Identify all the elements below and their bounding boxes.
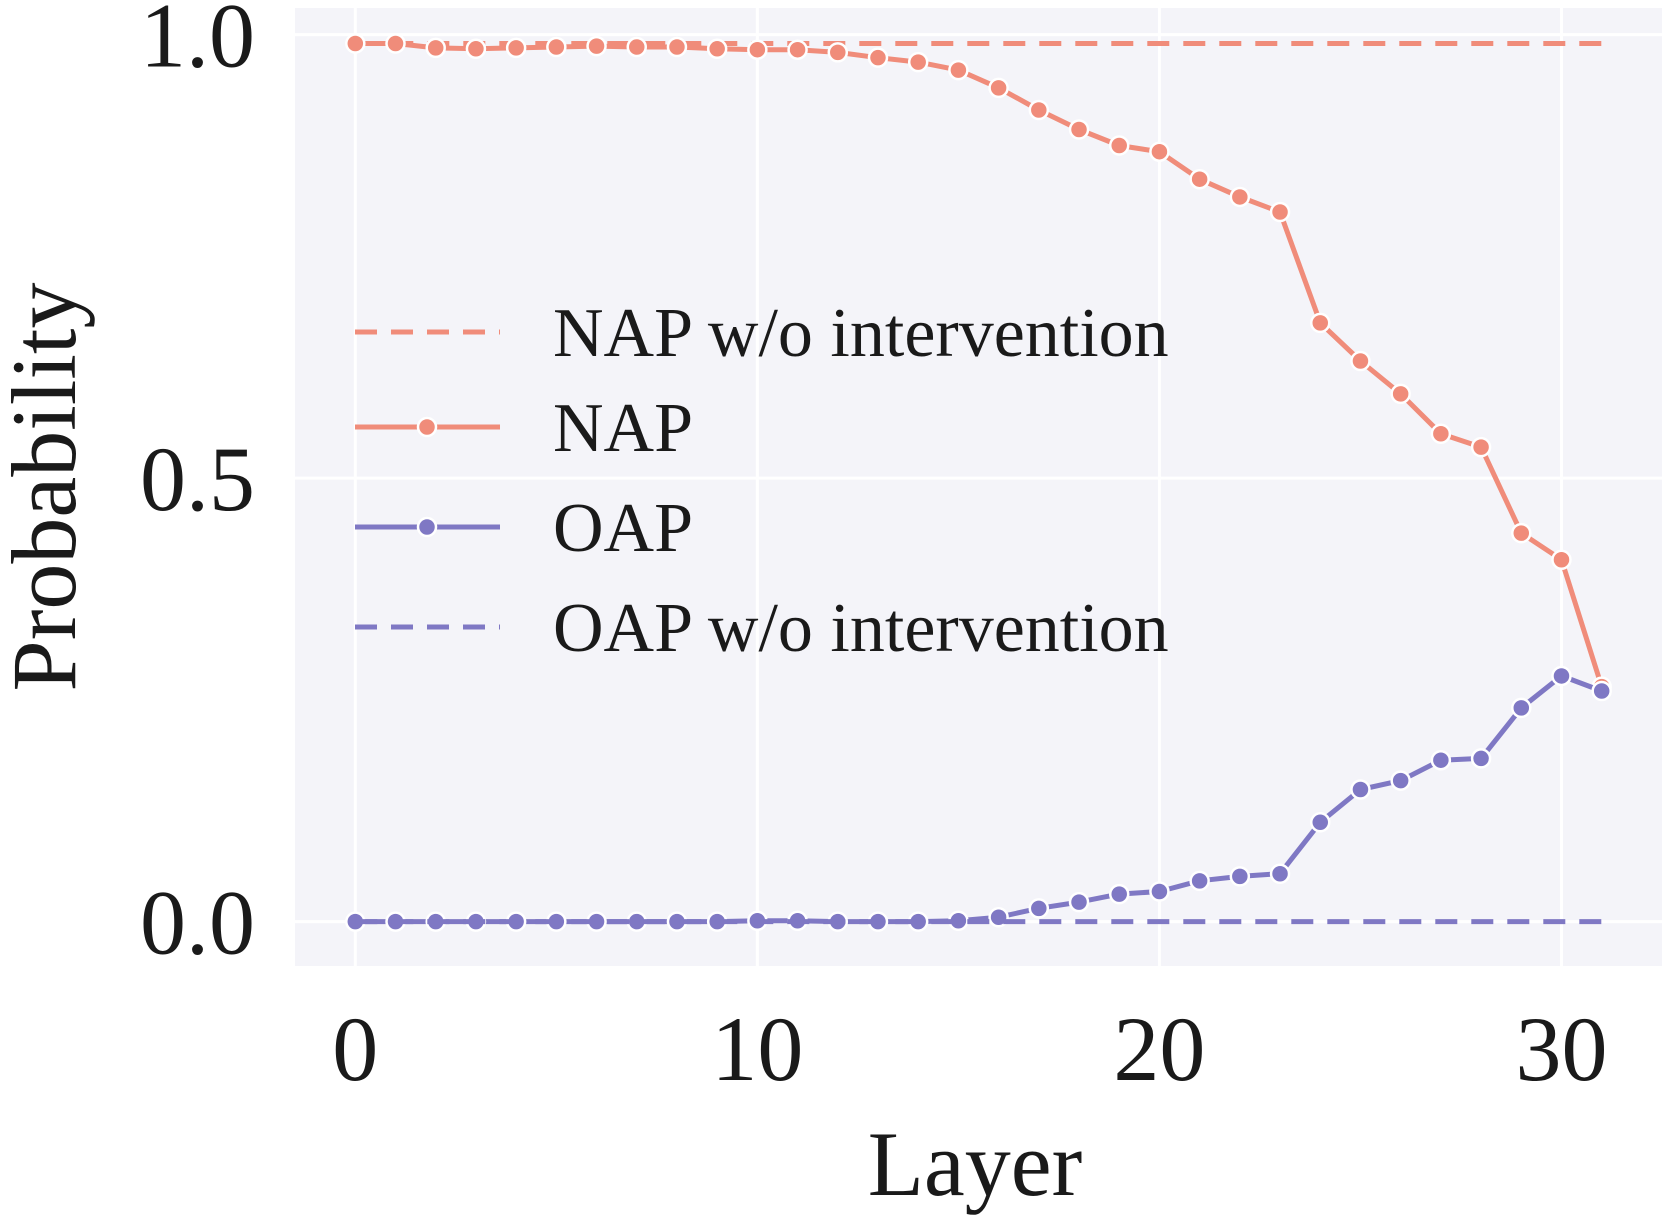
legend: NAP w/o intervention NAP OAP OAP w/o interv… [355, 295, 1169, 667]
legend-nap-w-o-intervention-label: NAP w/o intervention [553, 295, 1169, 372]
oap-point [1068, 891, 1090, 913]
nap-point [465, 38, 487, 60]
nap-point [1269, 201, 1291, 223]
legend-oap-w-o-intervention-label: OAP w/o intervention [553, 590, 1169, 667]
series-layer [345, 33, 1612, 932]
nap-point [425, 37, 446, 59]
oap-point [1551, 665, 1572, 687]
nap-point [385, 33, 406, 54]
nap-point [1551, 549, 1572, 570]
y-tick-label: 1.0 [140, 0, 255, 87]
y-tick-labels: 0.0 0.5 1.0 [140, 0, 255, 974]
oap-point [1108, 883, 1130, 905]
nap-point [626, 36, 647, 58]
oap-point [1310, 812, 1331, 833]
nap-point [827, 42, 849, 63]
oap-point [1189, 870, 1210, 892]
nap-point [1028, 99, 1050, 121]
nap-point [586, 35, 607, 57]
nap-point [1068, 119, 1090, 140]
nap-point [1511, 522, 1532, 544]
nap-point [988, 77, 1009, 99]
oap-point [1470, 748, 1492, 769]
nap-point [1390, 383, 1411, 405]
nap-point [1430, 423, 1452, 445]
oap-point [626, 911, 647, 932]
nap-point [345, 33, 366, 54]
oap-point [1028, 898, 1050, 919]
y-tick-label: 0.0 [140, 872, 255, 974]
oap-point [1269, 863, 1291, 884]
oap-point [1229, 866, 1251, 887]
nap-point [1108, 135, 1130, 156]
nap-point [1310, 312, 1331, 334]
oap-point [988, 906, 1009, 928]
nap-point [706, 38, 728, 60]
x-tick-label: 10 [711, 998, 803, 1100]
x-tick-label: 20 [1113, 998, 1205, 1100]
oap-point [1350, 779, 1371, 800]
legend-nap-label: NAP [553, 390, 693, 467]
legend-oap-label: OAP [553, 490, 693, 567]
nap-point [1189, 168, 1210, 190]
nap-point [907, 51, 929, 73]
nap-point [1470, 436, 1492, 458]
nap-point [867, 47, 889, 68]
nap-point [546, 36, 567, 58]
nap-point [1350, 350, 1371, 372]
nap-point [1149, 141, 1170, 162]
legend-nap-marker [416, 416, 438, 438]
legend-oap-marker [416, 516, 438, 538]
x-tick-labels: 0 10 20 30 [332, 998, 1607, 1100]
oap-point [1591, 680, 1612, 702]
nap-point [505, 37, 527, 59]
nap-point [747, 39, 768, 60]
oap-point [1390, 770, 1411, 791]
y-tick-label: 0.5 [140, 428, 255, 530]
x-tick-label: 0 [332, 998, 378, 1100]
y-axis-label: Probability [0, 283, 95, 692]
oap-point [1149, 881, 1170, 902]
oap-point [1430, 749, 1452, 771]
plot-background [295, 8, 1662, 966]
nap-point [1229, 186, 1251, 208]
x-axis-label: Layer [868, 1113, 1083, 1215]
oap-point [1511, 697, 1532, 719]
nap-point [666, 36, 688, 58]
x-tick-label: 30 [1515, 998, 1607, 1100]
nap-point [948, 59, 969, 81]
nap-point [787, 39, 808, 60]
